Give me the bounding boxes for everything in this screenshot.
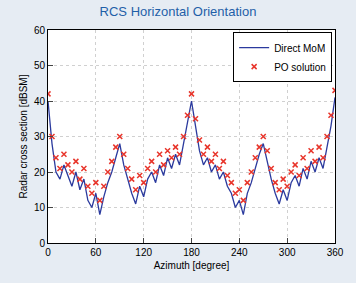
svg-text:Direct MoM: Direct MoM — [274, 43, 325, 54]
svg-text:Azimuth [degree]: Azimuth [degree] — [154, 260, 230, 271]
svg-text:240: 240 — [231, 247, 248, 258]
svg-text:360: 360 — [327, 247, 344, 258]
svg-text:50: 50 — [34, 60, 46, 71]
svg-text:40: 40 — [34, 96, 46, 107]
svg-text:60: 60 — [90, 247, 102, 258]
svg-text:Radar cross section [dBSM]: Radar cross section [dBSM] — [18, 74, 29, 198]
svg-text:20: 20 — [34, 167, 46, 178]
svg-text:60: 60 — [34, 25, 46, 36]
svg-text:180: 180 — [183, 247, 200, 258]
svg-text:30: 30 — [34, 131, 46, 142]
svg-text:0: 0 — [45, 247, 51, 258]
svg-text:120: 120 — [135, 247, 152, 258]
svg-text:300: 300 — [279, 247, 296, 258]
svg-text:0: 0 — [39, 238, 45, 249]
svg-text:RCS Horizontal Orientation: RCS Horizontal Orientation — [100, 4, 257, 19]
svg-text:10: 10 — [34, 202, 46, 213]
svg-text:PO solution: PO solution — [274, 62, 326, 73]
